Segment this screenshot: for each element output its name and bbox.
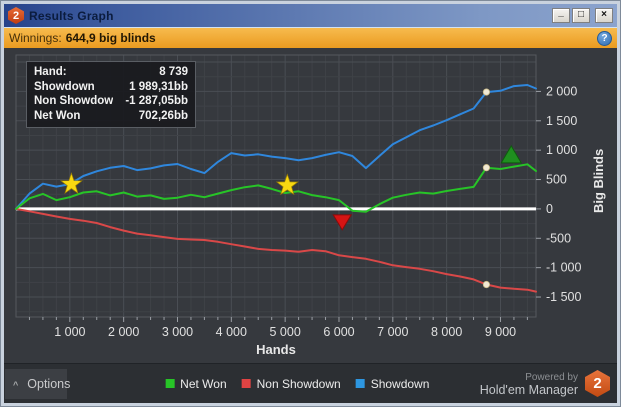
y-tick-label: -1 000 bbox=[546, 261, 581, 275]
y-tick-label: 2 000 bbox=[546, 84, 577, 98]
window-title: Results Graph bbox=[29, 8, 114, 23]
window-controls: _ □ × bbox=[552, 8, 613, 23]
winnings-label: Winnings: bbox=[9, 31, 62, 45]
x-tick-label: 6 000 bbox=[323, 325, 354, 339]
hover-dot-icon bbox=[482, 280, 491, 289]
tooltip-row: Hand: 8 739 bbox=[34, 66, 188, 78]
non-showdown-swatch-icon bbox=[241, 379, 251, 388]
close-button[interactable]: × bbox=[595, 8, 613, 23]
y-tick-label: 500 bbox=[546, 173, 567, 187]
hover-dot-icon bbox=[482, 88, 491, 96]
options-button[interactable]: ^ Options bbox=[5, 369, 71, 399]
y-tick-label: -1 500 bbox=[546, 290, 581, 304]
results-chart[interactable]: 2 000 1 500 1 000 500 0 -500 -1 000 -1 500 1 000… bbox=[4, 48, 617, 363]
net-won-swatch-icon bbox=[165, 379, 175, 388]
non-showdown-line bbox=[15, 207, 537, 293]
powered-by-block: Powered by Hold'em Manager 2 bbox=[480, 364, 610, 403]
y-tick-label: -500 bbox=[546, 231, 571, 245]
x-axis-label: Hands bbox=[256, 342, 296, 357]
star-marker-icon bbox=[59, 172, 83, 194]
chevron-up-icon: ^ bbox=[13, 380, 19, 390]
triangle-down-marker-icon bbox=[332, 214, 353, 231]
star-marker-icon bbox=[275, 173, 299, 196]
chart-legend: Net Won Non Showdown Showdown bbox=[165, 364, 429, 403]
tooltip-row: Non Showdow -1 287,05bb bbox=[34, 95, 188, 107]
net-won-line bbox=[15, 163, 537, 213]
x-tick-label: 2 000 bbox=[108, 325, 139, 339]
y-tick-label: 1 000 bbox=[546, 143, 577, 157]
options-label: Options bbox=[27, 377, 71, 391]
winnings-value: 644,9 big blinds bbox=[65, 31, 156, 45]
tooltip-row: Net Won 702,26bb bbox=[34, 109, 188, 122]
hover-dot-icon bbox=[482, 164, 491, 172]
x-tick-label: 8 000 bbox=[431, 325, 462, 339]
chart-region: 2 000 1 500 1 000 500 0 -500 -1 000 -1 500 1 000… bbox=[4, 48, 617, 363]
chart-tooltip: Hand: 8 739 Showdown 1 989,31bb Non Show… bbox=[26, 61, 196, 128]
legend-item-showdown[interactable]: Showdown bbox=[355, 377, 429, 391]
legend-item-net-won[interactable]: Net Won bbox=[165, 377, 227, 391]
help-icon[interactable]: ? bbox=[597, 30, 612, 46]
y-tick-label: 1 500 bbox=[546, 114, 577, 128]
minimize-button[interactable]: _ bbox=[552, 8, 570, 23]
x-tick-label: 7 000 bbox=[377, 325, 408, 339]
title-bar[interactable]: 2 Results Graph _ □ × bbox=[4, 4, 617, 27]
x-tick-label: 4 000 bbox=[216, 325, 247, 339]
y-tick-label: 0 bbox=[546, 202, 553, 216]
legend-item-non-showdown[interactable]: Non Showdown bbox=[241, 377, 341, 391]
showdown-line bbox=[15, 84, 537, 210]
hm2-logo-icon: 2 bbox=[585, 370, 610, 397]
powered-by-label: Powered by bbox=[525, 371, 578, 383]
x-tick-label: 5 000 bbox=[270, 325, 301, 339]
plot-border bbox=[15, 54, 537, 318]
x-tick-label: 3 000 bbox=[162, 325, 193, 339]
maximize-button[interactable]: □ bbox=[572, 8, 590, 23]
triangle-up-marker-icon bbox=[500, 144, 523, 164]
tooltip-row: Showdown 1 989,31bb bbox=[34, 80, 188, 93]
showdown-swatch-icon bbox=[355, 379, 365, 388]
x-tick-label: 1 000 bbox=[54, 325, 85, 339]
x-tick-label: 9 000 bbox=[485, 325, 516, 339]
winnings-bar: Winnings: 644,9 big blinds ? bbox=[4, 27, 617, 48]
footer-bar: ^ Options Net Won Non Showdown Showdown … bbox=[4, 363, 617, 403]
y-axis-label: Big Blinds bbox=[591, 149, 606, 213]
hm2-app-icon: 2 bbox=[8, 7, 24, 24]
brand-label: Hold'em Manager bbox=[479, 382, 578, 397]
